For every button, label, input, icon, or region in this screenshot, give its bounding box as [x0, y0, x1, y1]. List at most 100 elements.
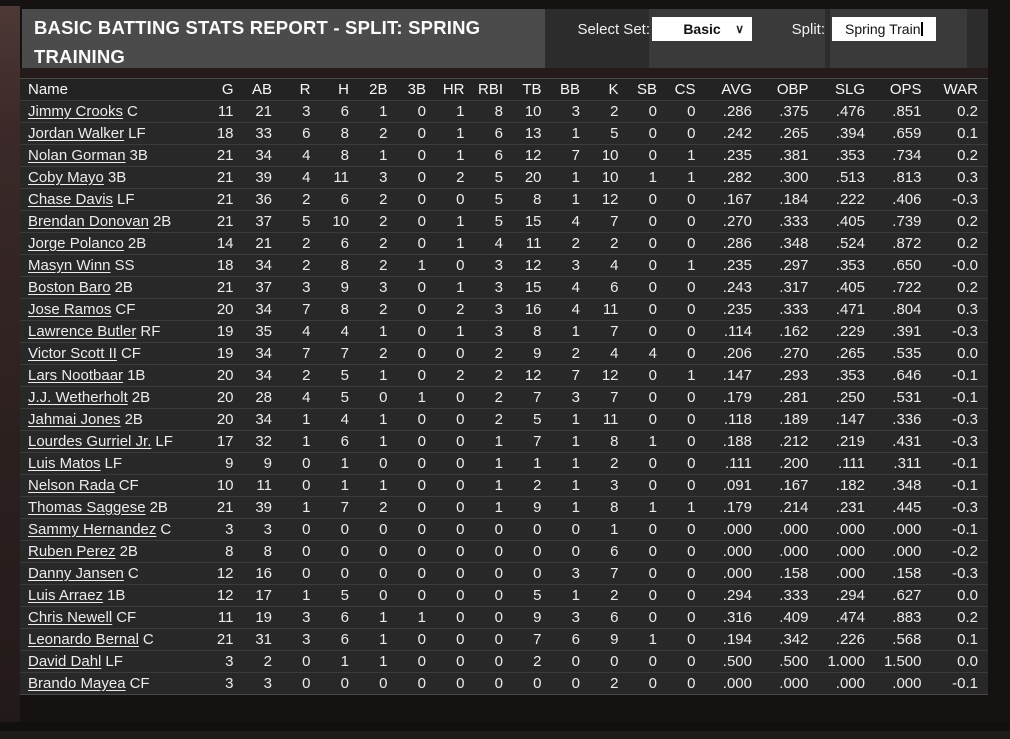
stat-cell: .391 [875, 320, 932, 343]
player-link[interactable]: Thomas Saggese [28, 499, 146, 516]
player-link[interactable]: Victor Scott II [28, 345, 117, 362]
player-link[interactable]: Chris Newell [28, 609, 113, 626]
player-link[interactable]: Nolan Gorman [28, 147, 126, 164]
player-link[interactable]: Nelson Rada [28, 477, 115, 494]
column-header-2b[interactable]: 2B [359, 78, 398, 101]
column-header-tb[interactable]: TB [513, 78, 552, 101]
stat-cell: 0 [667, 606, 706, 629]
player-link[interactable]: Ruben Perez [28, 543, 116, 560]
player-link[interactable]: Jose Ramos [28, 301, 112, 318]
column-header-bb[interactable]: BB [551, 78, 590, 101]
player-link[interactable]: Chase Davis [28, 191, 114, 208]
player-link[interactable]: Sammy Hernandez [28, 521, 157, 538]
column-header-h[interactable]: H [320, 78, 359, 101]
player-link[interactable]: Masyn Winn [28, 257, 111, 274]
stat-cell: .111 [818, 452, 875, 475]
stat-cell: 0 [320, 518, 359, 541]
stat-cell: 3 [551, 562, 590, 585]
player-link[interactable]: Lars Nootbaar [28, 367, 124, 384]
stat-cell: .627 [875, 584, 932, 607]
player-link[interactable]: Jahmai Jones [28, 411, 121, 428]
stat-cell: .568 [875, 628, 932, 651]
stat-cell: .265 [818, 342, 875, 365]
select-set-dropdown[interactable]: Basic ∨ [652, 17, 752, 41]
stat-cell: 3 [474, 298, 513, 321]
stat-cell: 3 [551, 254, 590, 277]
player-link[interactable]: Lourdes Gurriel Jr. [28, 433, 152, 450]
column-header-sb[interactable]: SB [628, 78, 667, 101]
column-header-r[interactable]: R [282, 78, 321, 101]
table-row: Leonardo Bernal C 21 31 3 6 1 0 0 0 7 6 9 1 0.194.342.… [20, 628, 988, 651]
player-link[interactable]: Brendan Donovan [28, 213, 149, 230]
player-link[interactable]: Leonardo Bernal [28, 631, 139, 648]
stat-cell: 0 [436, 188, 475, 211]
stat-cell: 0 [667, 386, 706, 409]
stat-cell: 0 [359, 386, 398, 409]
stat-cell: 2 [359, 210, 398, 233]
stat-cell: 7 [551, 364, 590, 387]
stat-cell: -0.1 [931, 364, 988, 387]
stat-cell: 5 [320, 584, 359, 607]
column-header-cs[interactable]: CS [667, 78, 706, 101]
stat-cell: 3 [282, 100, 321, 123]
stat-cell: 1 [359, 606, 398, 629]
column-header-slg[interactable]: SLG [818, 78, 875, 101]
stat-cell: 0.0 [931, 342, 988, 365]
stat-cell: .297 [762, 254, 819, 277]
stat-cell: .194 [705, 628, 762, 651]
player-link[interactable]: Jimmy Crooks [28, 103, 124, 120]
player-link[interactable]: Luis Arraez [28, 587, 104, 604]
player-link[interactable]: Lawrence Butler [28, 323, 137, 340]
column-header-ab[interactable]: AB [243, 78, 282, 101]
column-header-war[interactable]: WAR [931, 78, 988, 101]
stat-cell: 14 [205, 232, 244, 255]
stat-cell: 0 [397, 452, 436, 475]
stat-cell: .189 [762, 408, 819, 431]
stat-cell: 31 [243, 628, 282, 651]
stat-cell: 11 [320, 166, 359, 189]
player-cell: Chase Davis LF [20, 188, 205, 211]
player-link[interactable]: Jorge Polanco [28, 235, 124, 252]
column-header-g[interactable]: G [205, 78, 244, 101]
stat-cell: .813 [875, 166, 932, 189]
player-link[interactable]: J.J. Wetherholt [28, 389, 128, 406]
stat-cell: .650 [875, 254, 932, 277]
stat-cell: .000 [818, 562, 875, 585]
stat-cell: 0 [282, 474, 321, 497]
player-link[interactable]: Brando Mayea [28, 675, 126, 692]
stat-cell: 0 [397, 540, 436, 563]
player-link[interactable]: Jordan Walker [28, 125, 125, 142]
column-header-avg[interactable]: AVG [705, 78, 762, 101]
column-header-hr[interactable]: HR [436, 78, 475, 101]
stat-cell: 0 [397, 122, 436, 145]
stat-cell: 2 [590, 672, 629, 695]
player-link[interactable]: David Dahl [28, 653, 102, 670]
column-header-3b[interactable]: 3B [397, 78, 436, 101]
column-header-obp[interactable]: OBP [762, 78, 819, 101]
column-header-ops[interactable]: OPS [875, 78, 932, 101]
stat-cell: .294 [705, 584, 762, 607]
player-link[interactable]: Boston Baro [28, 279, 111, 296]
stat-cell: 2 [590, 584, 629, 607]
stat-cell: 3 [474, 254, 513, 277]
column-header-rbi[interactable]: RBI [474, 78, 513, 101]
stat-cell: 9 [243, 452, 282, 475]
player-link[interactable]: Danny Jansen [28, 565, 124, 582]
stat-cell: 34 [243, 408, 282, 431]
stat-cell: .147 [705, 364, 762, 387]
player-link[interactable]: Luis Matos [28, 455, 101, 472]
column-header-k[interactable]: K [590, 78, 629, 101]
player-position: CF [116, 609, 137, 626]
stat-cell: .348 [875, 474, 932, 497]
player-link[interactable]: Coby Mayo [28, 169, 104, 186]
player-position: RF [140, 323, 161, 340]
stat-cell: 20 [205, 364, 244, 387]
stat-cell: 15 [513, 210, 552, 233]
column-header-name[interactable]: Name [20, 78, 205, 101]
stat-cell: 21 [243, 232, 282, 255]
stat-cell: 0 [628, 144, 667, 167]
stat-cell: 0.0 [931, 650, 988, 673]
stat-cell: 0 [513, 518, 552, 541]
split-input[interactable]: Spring Train [832, 17, 936, 41]
stat-cell: 0 [320, 672, 359, 695]
